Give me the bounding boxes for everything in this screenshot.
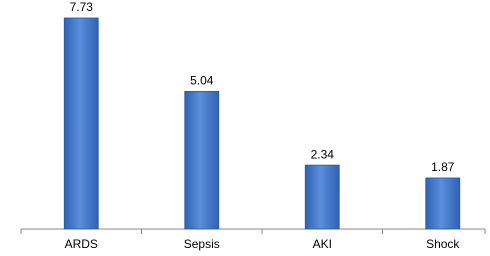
- x-tick-label: AKI: [313, 237, 332, 251]
- data-label: 1.87: [431, 160, 455, 174]
- data-label: 5.04: [190, 74, 214, 88]
- bar: [425, 177, 461, 230]
- bar: [63, 17, 99, 230]
- x-tick-label: Sepsis: [184, 237, 220, 251]
- x-tick-label: Shock: [426, 237, 460, 251]
- data-label: 7.73: [70, 0, 94, 14]
- x-tick-label: ARDS: [65, 237, 98, 251]
- data-label: 2.34: [311, 147, 335, 161]
- bar: [184, 91, 220, 230]
- bar: [304, 164, 340, 230]
